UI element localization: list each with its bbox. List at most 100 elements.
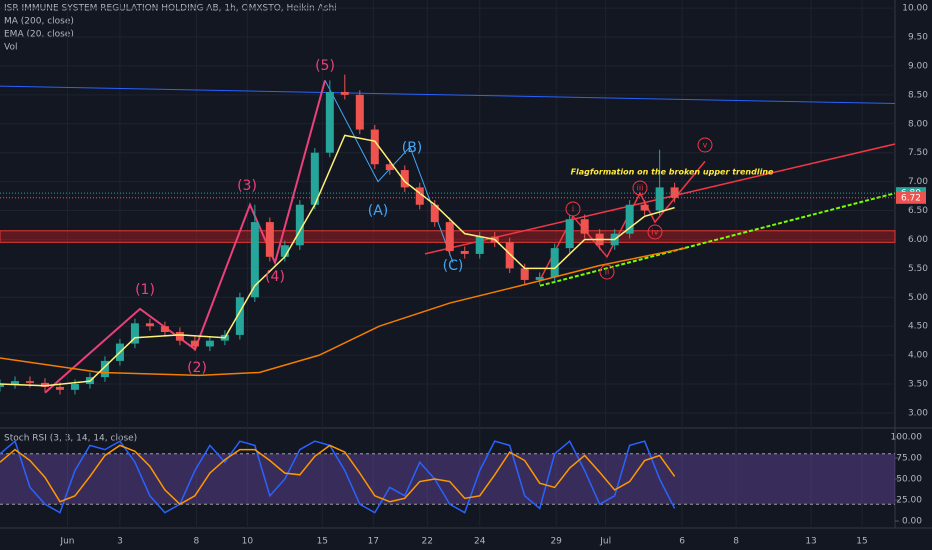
candle-body [70, 384, 79, 390]
stoch-line [0, 439, 676, 514]
candle-body [160, 326, 169, 332]
y-tick-label: 0.00 [902, 517, 922, 527]
y-tick-label: 10.00 [902, 4, 928, 14]
last-price-label: 6.72 [901, 193, 921, 203]
x-tick-label: 15 [856, 537, 867, 547]
x-tick-label: 3 [117, 537, 123, 547]
y-tick-label: 25.00 [896, 496, 922, 506]
candle-body [655, 187, 664, 211]
candle-body [550, 248, 559, 278]
wave-circle [599, 264, 615, 280]
y-tick-label: 7.00 [908, 177, 928, 187]
candle-body [280, 245, 289, 257]
candle-body [10, 381, 19, 385]
indicator-line [0, 134, 675, 387]
annotation: (3) [237, 178, 257, 194]
candle-body [40, 382, 49, 387]
candle-body [505, 242, 514, 269]
y-tick-label: 8.50 [908, 90, 928, 100]
candle-body [460, 251, 469, 254]
candle-body [580, 219, 589, 234]
candle-body [535, 277, 544, 280]
annotation: v [703, 141, 708, 150]
candle-body [175, 331, 184, 341]
candle-body [520, 268, 529, 280]
stoch-line [0, 444, 676, 506]
annotation: (B) [402, 140, 423, 156]
wave-circle [647, 224, 663, 240]
x-tick-label: 22 [422, 537, 433, 547]
candle-body [385, 164, 394, 171]
x-tick-label: 8 [194, 537, 200, 547]
y-tick-label: 6.00 [908, 235, 928, 245]
candle-body [145, 323, 154, 327]
legend-ma: MA (200, close) [4, 17, 74, 27]
y-tick-label: 3.50 [908, 380, 928, 390]
stoch-title: Stoch RSI (3, 3, 14, 14, close) [4, 434, 137, 444]
y-tick-label: 4.50 [908, 322, 928, 332]
candle-body [205, 340, 214, 347]
wave-line [44, 80, 326, 394]
y-tick-label: 4.00 [908, 351, 928, 361]
candle-body [235, 297, 244, 335]
y-tick-label: 6.50 [908, 206, 928, 216]
y-tick-label: 100.00 [891, 432, 923, 442]
candle-body [370, 129, 379, 165]
annotation: (2) [187, 360, 207, 376]
candle-body [250, 222, 259, 298]
annotation: iv [652, 228, 659, 237]
grid [0, 0, 895, 528]
annotation: ii [605, 268, 609, 277]
y-tick-label: 8.00 [908, 119, 928, 129]
candle-body [25, 381, 34, 383]
candle-body [55, 386, 64, 390]
annotation: i [572, 205, 574, 214]
candle-body [565, 219, 574, 249]
candle-body [640, 204, 649, 211]
y-tick-label: 9.00 [908, 61, 928, 71]
x-tick-label: 17 [368, 537, 379, 547]
candle-body [430, 204, 439, 223]
annotation: (A) [368, 203, 389, 219]
x-tick-label: 6 [679, 537, 685, 547]
candle-body [0, 384, 4, 387]
y-tick-label: 50.00 [896, 475, 922, 485]
candle-body [310, 152, 319, 205]
candle-body [190, 340, 199, 347]
indicator-line [0, 247, 686, 377]
wave-circle [697, 137, 713, 153]
annotation: (4) [265, 269, 285, 285]
annotation: Flagformation on the broken upper trendl… [571, 168, 774, 177]
candle-body [265, 222, 274, 257]
candle-body [670, 187, 679, 198]
candle-body [355, 94, 364, 130]
last-price-tag [896, 191, 926, 204]
candle-body [130, 323, 139, 344]
wave-circle [632, 180, 648, 196]
x-tick-label: 29 [550, 537, 562, 547]
x-tick-label: 24 [474, 537, 486, 547]
wave-circle [565, 201, 581, 217]
lower-trendline [539, 192, 896, 287]
x-tick-label: 15 [317, 537, 328, 547]
y-tick-label: 5.50 [908, 264, 928, 274]
y-tick-label: 5.00 [908, 293, 928, 303]
candle-body [100, 360, 109, 378]
y-tick-label: 75.00 [896, 454, 922, 464]
candle-body [340, 91, 349, 95]
candle-body [475, 236, 484, 254]
annotation: iii [637, 184, 644, 193]
candle-body [325, 91, 334, 153]
x-tick-label: 8 [733, 537, 739, 547]
candle-body [415, 187, 424, 205]
candle-body [445, 222, 454, 252]
resistance-trendline [0, 85, 896, 105]
y-tick-label: 7.50 [908, 148, 928, 158]
annotation: (1) [135, 282, 155, 298]
candle-body [625, 204, 634, 234]
x-tick-label: 13 [805, 537, 816, 547]
y-tick-label: 9.50 [908, 33, 928, 43]
legend-ema: EMA (20, close) [4, 30, 74, 40]
